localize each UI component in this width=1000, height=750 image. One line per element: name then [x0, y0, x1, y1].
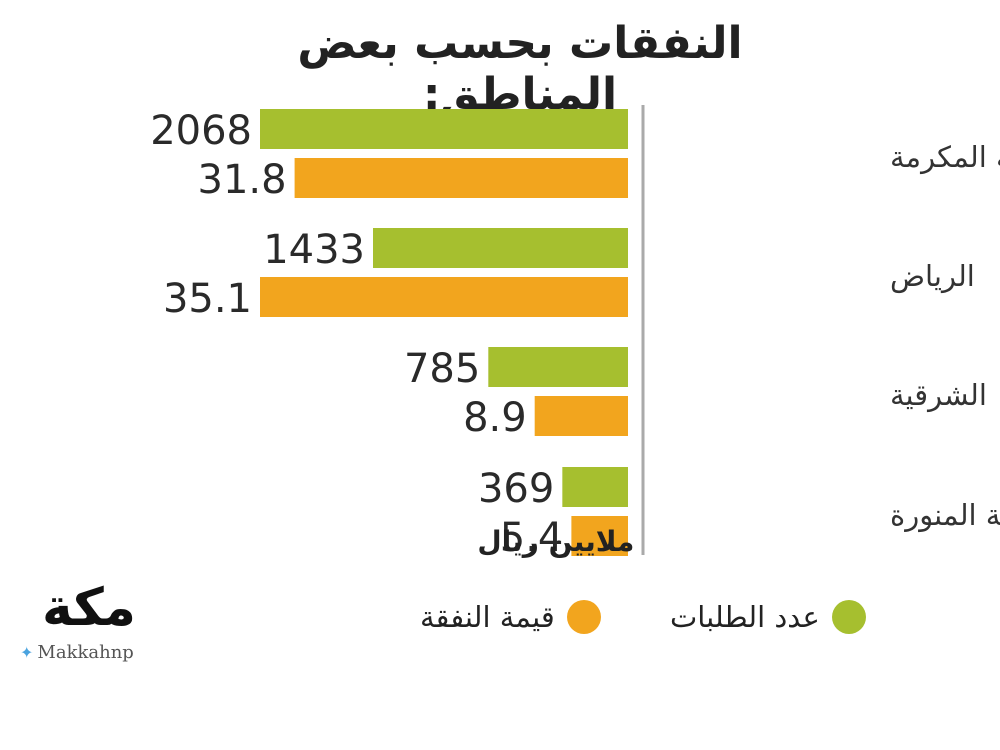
category-label: الرياض	[890, 259, 975, 293]
bar-requests	[488, 347, 628, 387]
value-label: 369	[478, 466, 554, 512]
value-label: 31.8	[198, 157, 287, 203]
twitter-handle: ✦ Makkahnp	[20, 642, 134, 663]
bar-expense	[294, 158, 628, 198]
bar-requests	[562, 467, 628, 507]
bar-expense	[260, 277, 628, 317]
bar-requests	[260, 109, 628, 149]
chart-title: النفقات بحسب بعض المناطق:	[297, 18, 743, 120]
value-label: 785	[404, 346, 480, 392]
makkah-logo: مكة ✦ Makkahnp	[14, 578, 164, 668]
value-label: 2068	[150, 108, 252, 154]
legend-dot-requests	[831, 600, 866, 634]
legend-item-expense: قيمة النفقة	[420, 600, 601, 634]
twitter-handle-text: Makkahnp	[37, 642, 134, 663]
bar-requests	[372, 228, 628, 268]
logo-wordmark: مكة	[42, 578, 136, 638]
legend-item-requests: عدد الطلبات	[670, 600, 866, 634]
value-label: 35.1	[163, 276, 252, 322]
legend-label-requests: عدد الطلبات	[670, 600, 820, 634]
category-label: الشرقية	[890, 378, 987, 412]
unit-label: ملايين ريال	[477, 525, 634, 558]
value-label: 8.9	[463, 395, 527, 441]
category-label: مكة المكرمة	[890, 140, 1000, 174]
bar-expense	[534, 396, 628, 436]
legend-dot-expense	[566, 600, 601, 634]
legend-label-expense: قيمة النفقة	[420, 600, 555, 634]
twitter-icon: ✦	[20, 643, 34, 662]
value-label: 5.4	[500, 515, 564, 561]
category-label: المدينة المنورة	[890, 498, 1000, 532]
value-label: 1433	[263, 227, 365, 273]
bar-expense	[571, 516, 628, 556]
